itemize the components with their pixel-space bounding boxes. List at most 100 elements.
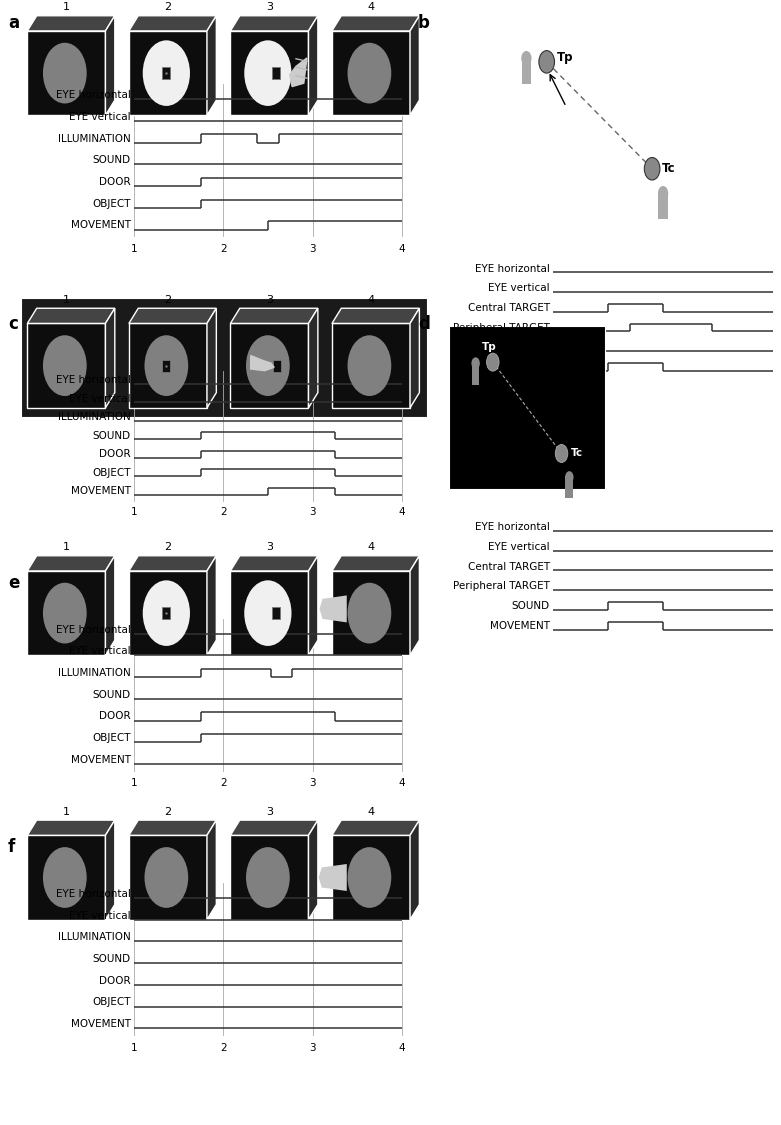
Text: 2: 2 [164, 807, 172, 817]
Polygon shape [129, 556, 216, 570]
Polygon shape [27, 30, 105, 115]
Text: 2: 2 [164, 542, 172, 552]
Circle shape [644, 158, 660, 180]
Ellipse shape [143, 580, 190, 646]
Text: EYE horizontal: EYE horizontal [56, 376, 131, 386]
Polygon shape [27, 308, 115, 324]
Polygon shape [272, 608, 280, 619]
Text: 2: 2 [220, 778, 226, 789]
Polygon shape [129, 570, 207, 655]
Circle shape [658, 186, 669, 200]
Text: MOVEMENT: MOVEMENT [71, 1019, 131, 1029]
Text: 3: 3 [266, 2, 273, 12]
Polygon shape [230, 30, 308, 115]
Text: 4: 4 [367, 2, 375, 12]
Polygon shape [332, 556, 419, 570]
Polygon shape [162, 68, 170, 79]
Circle shape [521, 51, 532, 65]
Ellipse shape [348, 335, 391, 396]
Polygon shape [472, 362, 480, 385]
Text: 1: 1 [130, 507, 137, 518]
Text: SOUND: SOUND [512, 601, 550, 611]
Polygon shape [449, 326, 605, 489]
Polygon shape [251, 356, 274, 371]
Text: 2: 2 [220, 244, 226, 254]
Text: Tp: Tp [557, 51, 573, 64]
Text: MOVEMENT: MOVEMENT [71, 220, 131, 231]
Polygon shape [207, 820, 216, 920]
Text: SOUND: SOUND [512, 342, 550, 352]
Text: 1: 1 [63, 807, 70, 817]
Polygon shape [230, 820, 318, 835]
Text: 3: 3 [309, 244, 316, 254]
Text: 1: 1 [130, 244, 137, 254]
Text: ILLUMINATION: ILLUMINATION [58, 413, 131, 423]
Text: EYE horizontal: EYE horizontal [56, 889, 131, 899]
Text: SOUND: SOUND [93, 690, 131, 700]
Polygon shape [308, 308, 318, 407]
Polygon shape [410, 820, 419, 920]
Text: DOOR: DOOR [99, 711, 131, 721]
Ellipse shape [43, 583, 87, 643]
Text: Central TARGET: Central TARGET [468, 561, 550, 572]
Text: 3: 3 [309, 507, 316, 518]
Polygon shape [565, 476, 573, 498]
Text: 1: 1 [63, 542, 70, 552]
Polygon shape [27, 556, 115, 570]
Ellipse shape [144, 335, 188, 396]
Text: 4: 4 [399, 244, 405, 254]
Text: EYE vertical: EYE vertical [70, 394, 131, 404]
Polygon shape [162, 608, 170, 619]
Text: 2: 2 [164, 295, 172, 305]
Polygon shape [410, 308, 419, 407]
Text: Central TARGET: Central TARGET [468, 303, 550, 313]
Text: 3: 3 [309, 1043, 316, 1053]
Polygon shape [410, 556, 419, 655]
Polygon shape [273, 360, 281, 371]
Text: DOOR: DOOR [99, 449, 131, 459]
Polygon shape [319, 867, 323, 888]
Polygon shape [129, 308, 216, 324]
Polygon shape [230, 324, 308, 407]
Polygon shape [332, 835, 410, 920]
Text: EYE vertical: EYE vertical [488, 542, 550, 552]
Text: Tp: Tp [482, 342, 496, 352]
Text: Peripheral TARGET: Peripheral TARGET [453, 582, 550, 592]
Polygon shape [230, 570, 308, 655]
Text: 1: 1 [63, 2, 70, 12]
Polygon shape [207, 556, 216, 655]
Text: EYE vertical: EYE vertical [488, 284, 550, 294]
Polygon shape [105, 556, 115, 655]
Circle shape [487, 353, 499, 371]
Text: SOUND: SOUND [93, 431, 131, 441]
Text: Tc: Tc [662, 162, 676, 176]
Polygon shape [27, 820, 115, 835]
Text: f: f [8, 838, 15, 856]
Text: 2: 2 [164, 2, 172, 12]
Text: OBJECT: OBJECT [92, 998, 131, 1008]
Text: Peripheral TARGET: Peripheral TARGET [453, 323, 550, 333]
Text: OBJECT: OBJECT [92, 199, 131, 209]
Text: ILLUMINATION: ILLUMINATION [58, 134, 131, 144]
Polygon shape [230, 308, 318, 324]
Polygon shape [323, 595, 347, 622]
Polygon shape [27, 570, 105, 655]
Polygon shape [27, 16, 115, 30]
Polygon shape [332, 308, 419, 324]
Text: EYE horizontal: EYE horizontal [56, 90, 131, 100]
Circle shape [555, 444, 568, 462]
Polygon shape [320, 598, 323, 619]
Text: EYE vertical: EYE vertical [70, 910, 131, 920]
Polygon shape [272, 68, 280, 79]
Text: b: b [418, 14, 430, 32]
Text: 2: 2 [220, 1043, 226, 1053]
Text: DOOR: DOOR [99, 177, 131, 187]
Text: MOVEMENT: MOVEMENT [71, 755, 131, 765]
Polygon shape [332, 820, 419, 835]
Text: 2: 2 [220, 507, 226, 518]
Polygon shape [332, 570, 410, 655]
Ellipse shape [246, 335, 290, 396]
Text: MOVEMENT: MOVEMENT [490, 362, 550, 372]
Text: 3: 3 [266, 807, 273, 817]
Text: 1: 1 [130, 1043, 137, 1053]
